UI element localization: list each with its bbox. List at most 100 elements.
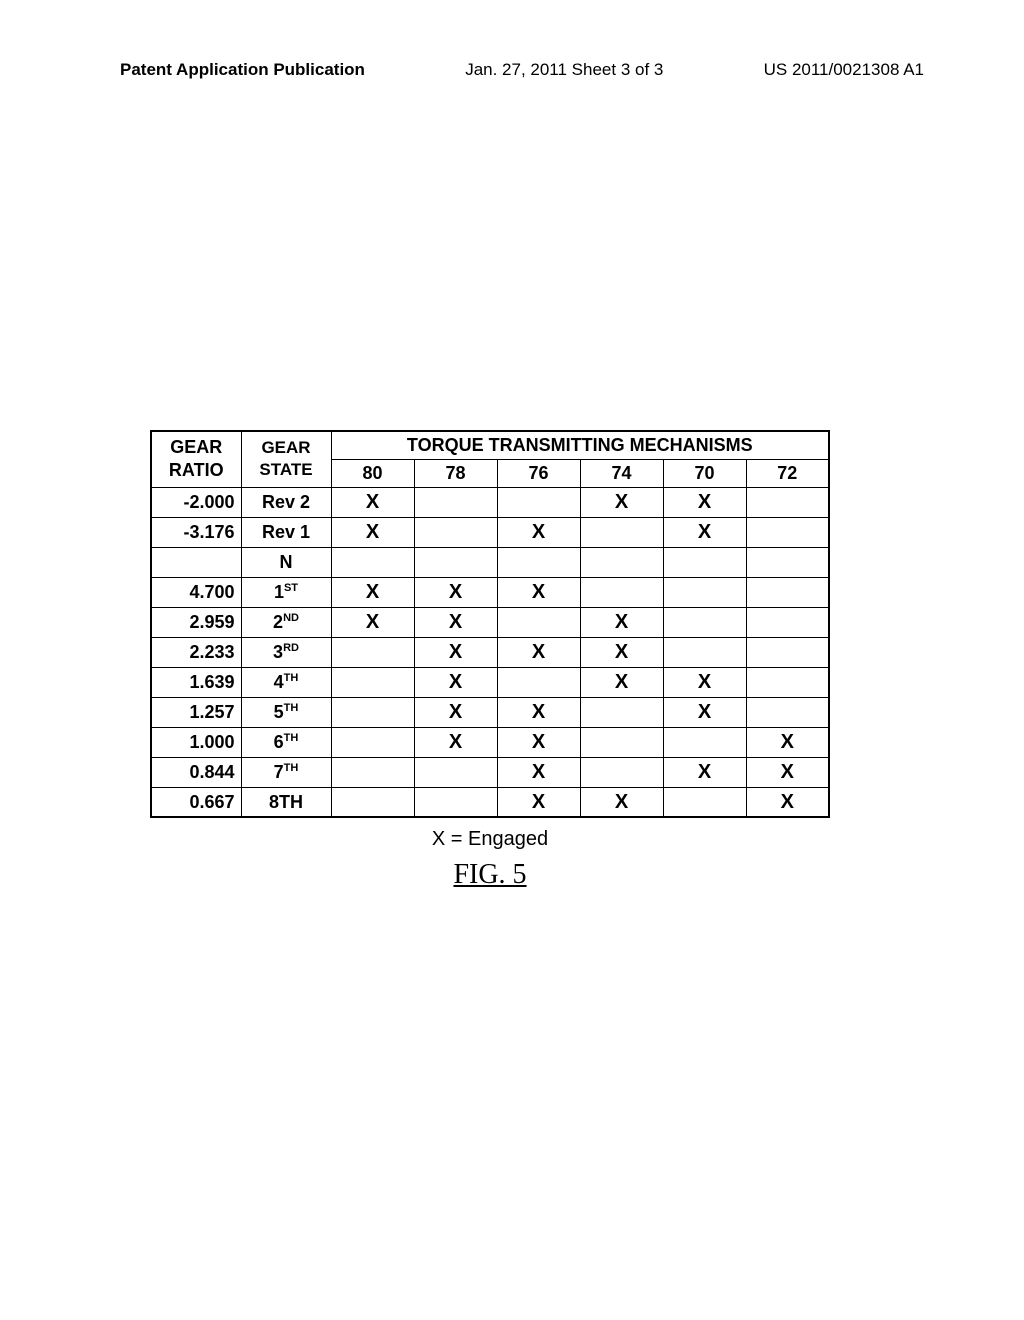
cell-mark: X [414,727,497,757]
table-row: 2.9592NDXXX [151,607,829,637]
th-mech-76: 76 [497,459,580,487]
cell-gear-ratio: -3.176 [151,517,241,547]
th-torque-mechanisms: TORQUE TRANSMITTING MECHANISMS [331,431,829,459]
header-right: US 2011/0021308 A1 [764,60,924,80]
cell-mark [331,547,414,577]
cell-mark: X [414,697,497,727]
cell-gear-ratio: 1.257 [151,697,241,727]
gear-table-wrapper: GEAR RATIO GEAR STATE TORQUE TRANSMITTIN… [150,430,830,891]
cell-mark [331,637,414,667]
cell-mark: X [746,757,829,787]
cell-gear-state: 6TH [241,727,331,757]
cell-mark [414,517,497,547]
cell-mark: X [497,637,580,667]
cell-mark: X [331,517,414,547]
cell-mark: X [497,727,580,757]
cell-mark [663,727,746,757]
table-row: N [151,547,829,577]
table-row: -3.176Rev 1XXX [151,517,829,547]
cell-gear-ratio: 1.639 [151,667,241,697]
cell-gear-state: N [241,547,331,577]
cell-mark: X [746,787,829,817]
figure-label: FIG. 5 [150,859,830,891]
cell-mark: X [497,757,580,787]
cell-mark: X [414,667,497,697]
cell-mark [497,607,580,637]
cell-mark [663,577,746,607]
cell-mark: X [414,577,497,607]
cell-mark: X [497,787,580,817]
table-row: -2.000Rev 2XXX [151,487,829,517]
cell-gear-state: 8TH [241,787,331,817]
cell-mark [580,697,663,727]
cell-mark: X [331,487,414,517]
cell-gear-ratio: 2.233 [151,637,241,667]
cell-mark: X [331,577,414,607]
cell-gear-ratio: 0.844 [151,757,241,787]
cell-mark: X [663,667,746,697]
table-row: 1.6394THXXX [151,667,829,697]
table-row: 0.6678THXXX [151,787,829,817]
cell-gear-state: Rev 1 [241,517,331,547]
cell-mark [414,547,497,577]
legend-text: X = Engaged [150,828,830,851]
cell-mark [331,787,414,817]
cell-mark [746,697,829,727]
cell-mark [580,727,663,757]
cell-gear-ratio: 2.959 [151,607,241,637]
cell-mark [414,787,497,817]
cell-mark [663,607,746,637]
th-mech-74: 74 [580,459,663,487]
cell-gear-ratio: 0.667 [151,787,241,817]
cell-gear-state: 2ND [241,607,331,637]
table-row: 0.8447THXXX [151,757,829,787]
cell-gear-state: 7TH [241,757,331,787]
cell-mark [331,757,414,787]
cell-mark [414,487,497,517]
cell-mark [746,607,829,637]
cell-mark [497,487,580,517]
th-mech-72: 72 [746,459,829,487]
cell-mark [580,577,663,607]
cell-mark [580,517,663,547]
cell-mark: X [663,697,746,727]
cell-mark: X [580,667,663,697]
cell-mark [746,637,829,667]
page-header: Patent Application Publication Jan. 27, … [0,0,1024,80]
th-mech-78: 78 [414,459,497,487]
cell-mark [746,667,829,697]
cell-mark [746,487,829,517]
cell-mark: X [663,757,746,787]
cell-mark [331,667,414,697]
header-left: Patent Application Publication [120,60,365,80]
cell-mark [414,757,497,787]
cell-mark: X [580,787,663,817]
cell-mark: X [580,607,663,637]
gear-ratio-table: GEAR RATIO GEAR STATE TORQUE TRANSMITTIN… [150,430,830,818]
header-center: Jan. 27, 2011 Sheet 3 of 3 [465,60,663,80]
cell-gear-ratio: 4.700 [151,577,241,607]
cell-gear-state: 1ST [241,577,331,607]
th-mech-70: 70 [663,459,746,487]
cell-mark [663,787,746,817]
th-gear-state: GEAR STATE [241,431,331,487]
cell-gear-state: 4TH [241,667,331,697]
cell-mark [331,727,414,757]
cell-gear-state: 5TH [241,697,331,727]
cell-gear-ratio: 1.000 [151,727,241,757]
cell-gear-ratio: -2.000 [151,487,241,517]
cell-mark: X [580,487,663,517]
cell-mark [663,547,746,577]
cell-mark [331,697,414,727]
cell-mark [663,637,746,667]
cell-mark: X [414,607,497,637]
cell-mark: X [497,697,580,727]
table-body: -2.000Rev 2XXX-3.176Rev 1XXXN4.7001STXXX… [151,487,829,817]
cell-mark [746,547,829,577]
cell-mark [580,547,663,577]
cell-mark: X [331,607,414,637]
table-row: 4.7001STXXX [151,577,829,607]
cell-mark: X [497,577,580,607]
cell-mark: X [663,517,746,547]
table-row: 1.2575THXXX [151,697,829,727]
